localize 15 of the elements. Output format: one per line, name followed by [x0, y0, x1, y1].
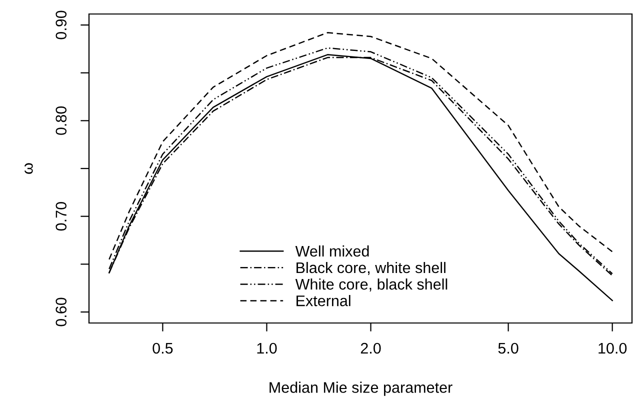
x-tick-label: 1.0 [257, 342, 277, 354]
y-tick-label: 0.90 [56, 10, 67, 40]
y-axis-title: ω [24, 163, 33, 174]
legend-label: Black core, white shell [296, 262, 446, 275]
x-tick-label: 0.5 [152, 342, 173, 354]
x-tick-label: 5.0 [498, 342, 518, 354]
legend-label: White core, black shell [295, 278, 448, 292]
x-tick-label: 2.0 [360, 342, 381, 354]
y-tick-label: 0.60 [56, 298, 67, 326]
y-tick-label: 0.80 [56, 106, 67, 135]
x-tick-label: 10.0 [598, 342, 627, 354]
legend-label: Well mixed [295, 245, 369, 257]
legend-label: External [296, 295, 350, 306]
y-tick-label: 0.70 [56, 202, 67, 231]
x-axis-title: Median Mie size parameter [270, 382, 452, 396]
